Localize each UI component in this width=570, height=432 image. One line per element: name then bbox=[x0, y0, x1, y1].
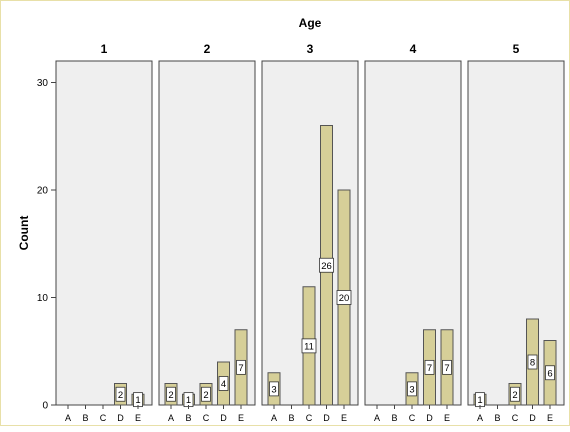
data-label: 11 bbox=[304, 341, 314, 352]
data-label: 4 bbox=[221, 379, 226, 390]
x-tick-label: E bbox=[238, 413, 244, 423]
x-tick-label: A bbox=[168, 413, 174, 423]
x-tick-label: A bbox=[65, 413, 71, 423]
data-label: 8 bbox=[530, 358, 535, 369]
y-axis: 0 10 20 30 bbox=[37, 61, 57, 412]
x-tick-label: C bbox=[512, 413, 519, 423]
data-label-box bbox=[166, 386, 176, 402]
panel-header: 4 bbox=[410, 42, 417, 56]
x-tick-label: E bbox=[135, 413, 141, 423]
data-label-box bbox=[336, 290, 352, 305]
x-tick-label: E bbox=[444, 413, 450, 423]
data-label-box bbox=[301, 338, 317, 354]
data-label: 2 bbox=[168, 390, 173, 401]
x-tick-label: D bbox=[426, 413, 433, 423]
data-label-box bbox=[510, 386, 520, 402]
panel-background bbox=[55, 60, 153, 406]
x-tick-label: C bbox=[203, 413, 210, 423]
data-label-box bbox=[527, 354, 538, 370]
x-tick-label: D bbox=[220, 413, 227, 423]
facet-panel-4: 4 A B 3 C 7 D 7 E bbox=[364, 42, 462, 423]
x-tick-label: E bbox=[341, 413, 347, 423]
data-label-box bbox=[319, 257, 334, 273]
panel-header: 1 bbox=[101, 42, 108, 56]
facet-panel-1: 1 A B C 2 D 1 E bbox=[55, 42, 153, 423]
x-tick-label: A bbox=[477, 413, 483, 423]
facet-panel-3: 3 3 A B 11 C 26 D 20 E bbox=[261, 42, 359, 423]
data-label: 2 bbox=[203, 390, 208, 401]
x-tick-label: B bbox=[391, 413, 397, 423]
data-label: 26 bbox=[321, 261, 332, 272]
data-label: 1 bbox=[135, 395, 140, 406]
y-tick-label: 30 bbox=[37, 78, 49, 89]
data-label: 2 bbox=[512, 390, 517, 401]
x-tick-label: B bbox=[82, 413, 88, 423]
x-tick-label: C bbox=[100, 413, 107, 423]
data-label-box bbox=[442, 359, 452, 375]
data-label-box bbox=[236, 359, 246, 375]
data-label: 3 bbox=[409, 384, 414, 395]
chart-title: Age bbox=[299, 16, 322, 30]
x-tick-label: C bbox=[409, 413, 416, 423]
panel-header: 2 bbox=[204, 42, 211, 56]
data-label-box bbox=[218, 376, 229, 391]
y-tick-label: 10 bbox=[37, 293, 49, 304]
facet-panel-5: 5 1 A B 2 C 8 D 6 E bbox=[467, 42, 565, 423]
data-label: 7 bbox=[444, 363, 449, 374]
x-tick-label: A bbox=[374, 413, 380, 423]
data-label-box bbox=[115, 386, 126, 402]
x-tick-label: C bbox=[306, 413, 313, 423]
panel-header: 3 bbox=[307, 42, 314, 56]
data-label-box bbox=[424, 359, 435, 375]
x-tick-label: D bbox=[117, 413, 124, 423]
data-label: 3 bbox=[271, 384, 276, 395]
data-label-box bbox=[201, 386, 211, 402]
y-tick-label: 0 bbox=[42, 401, 48, 412]
data-label: 2 bbox=[118, 390, 123, 401]
x-tick-label: B bbox=[494, 413, 500, 423]
y-axis-label: Count bbox=[17, 216, 31, 251]
data-label: 20 bbox=[339, 293, 350, 304]
data-label: 6 bbox=[547, 368, 552, 379]
data-label: 1 bbox=[477, 395, 482, 406]
x-tick-label: B bbox=[185, 413, 191, 423]
data-label-box bbox=[407, 381, 417, 397]
data-label-box bbox=[269, 381, 279, 397]
facet-panel-2: 2 2 A 1 B 2 C 4 D 7 E bbox=[158, 42, 256, 423]
y-tick-label: 20 bbox=[37, 186, 49, 197]
x-tick-label: D bbox=[529, 413, 536, 423]
x-tick-label: E bbox=[547, 413, 553, 423]
data-label: 7 bbox=[427, 363, 432, 374]
x-tick-label: D bbox=[323, 413, 330, 423]
x-tick-label: B bbox=[288, 413, 294, 423]
data-label: 7 bbox=[238, 363, 243, 374]
x-tick-label: A bbox=[271, 413, 277, 423]
data-label: 1 bbox=[186, 395, 191, 406]
panel-header: 5 bbox=[513, 42, 520, 56]
data-label-box bbox=[545, 365, 555, 381]
